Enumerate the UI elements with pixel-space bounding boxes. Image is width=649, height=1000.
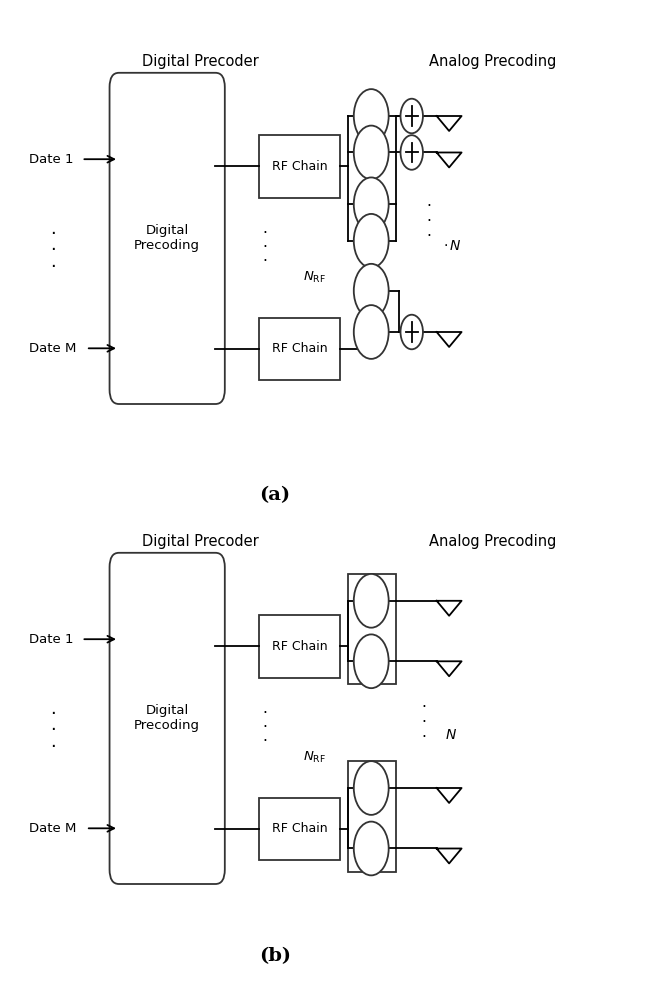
Circle shape — [354, 214, 389, 268]
Text: Date 1: Date 1 — [29, 153, 73, 166]
Text: RF Chain: RF Chain — [272, 160, 327, 173]
Text: ·
·
·: · · · — [427, 199, 432, 244]
Circle shape — [354, 126, 389, 179]
Text: ·
·
·: · · · — [51, 705, 56, 756]
Text: Analog Precoding: Analog Precoding — [429, 54, 556, 69]
Text: Digital
Precoding: Digital Precoding — [134, 224, 200, 252]
Text: $\cdot\,N$: $\cdot\,N$ — [443, 239, 461, 253]
Text: ·
·
·: · · · — [422, 700, 426, 745]
Text: RF Chain: RF Chain — [272, 640, 327, 653]
Text: RF Chain: RF Chain — [272, 822, 327, 835]
Text: Digital Precoder: Digital Precoder — [141, 534, 258, 549]
Circle shape — [354, 264, 389, 318]
Text: Date M: Date M — [29, 822, 76, 835]
Bar — [259, 615, 340, 678]
Text: RF Chain: RF Chain — [272, 342, 327, 355]
Circle shape — [354, 89, 389, 143]
Text: ·
·
·: · · · — [263, 226, 268, 269]
Text: Digital Precoder: Digital Precoder — [141, 54, 258, 69]
Text: (b): (b) — [259, 947, 291, 965]
Circle shape — [400, 315, 423, 349]
Text: Digital
Precoding: Digital Precoding — [134, 704, 200, 732]
Text: Analog Precoding: Analog Precoding — [429, 534, 556, 549]
Circle shape — [354, 177, 389, 231]
Circle shape — [354, 574, 389, 628]
Circle shape — [354, 634, 389, 688]
Text: ·
·: · · — [369, 249, 373, 274]
Circle shape — [354, 305, 389, 359]
Circle shape — [354, 822, 389, 875]
Circle shape — [354, 761, 389, 815]
Text: $N_{\rm RF}$: $N_{\rm RF}$ — [302, 750, 326, 765]
Bar — [259, 798, 340, 860]
Text: ·
·
·: · · · — [51, 225, 56, 276]
Text: ·
·: · · — [369, 806, 373, 831]
Circle shape — [400, 135, 423, 170]
FancyBboxPatch shape — [110, 553, 225, 884]
Text: Date 1: Date 1 — [29, 633, 73, 646]
Text: $N$: $N$ — [445, 728, 457, 742]
Text: ·
·: · · — [369, 166, 373, 191]
FancyBboxPatch shape — [110, 73, 225, 404]
Text: $N_{\rm RF}$: $N_{\rm RF}$ — [302, 270, 326, 285]
Bar — [259, 318, 340, 380]
Circle shape — [400, 99, 423, 133]
Text: ·
·
·: · · · — [263, 706, 268, 749]
Text: Date M: Date M — [29, 342, 76, 355]
Bar — [348, 574, 396, 684]
Bar — [259, 135, 340, 198]
Text: (a): (a) — [259, 486, 290, 504]
Bar — [348, 761, 396, 872]
Text: ·
·: · · — [369, 619, 373, 644]
